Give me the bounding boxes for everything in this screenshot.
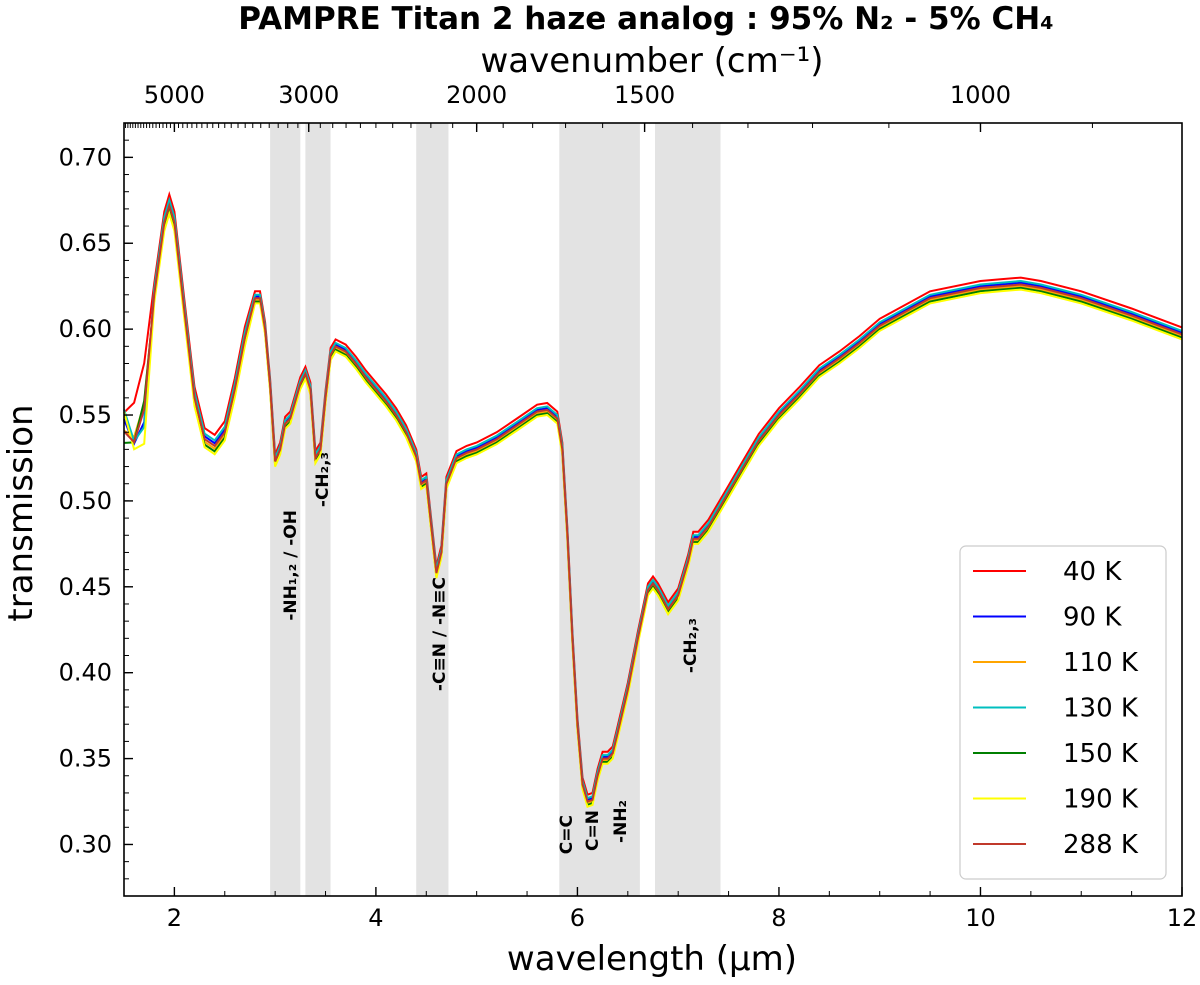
x2-tick-label: 1000 — [950, 81, 1011, 109]
y-tick-label: 0.55 — [59, 401, 112, 429]
y-tick-label: 0.30 — [59, 830, 112, 858]
band-label: -C≡N / -N≡C — [430, 577, 450, 691]
x2-tick-label: 3000 — [278, 81, 339, 109]
x-tick-label: 10 — [965, 904, 996, 932]
band-label-layer: -NH₁,₂ / -OH -CH₂,₃ -C≡N / -N≡C C=C C=N -NH₂ -… — [281, 452, 701, 854]
x-tick-label: 12 — [1167, 904, 1198, 932]
y-tick-label: 0.45 — [59, 573, 112, 601]
plot-frame — [123, 122, 1183, 897]
y-axis-title: transmission — [1, 404, 41, 621]
series-layer — [123, 190, 1183, 808]
legend-label: 288 K — [1063, 830, 1139, 860]
band-region — [270, 123, 301, 896]
x-tick-label: 2 — [167, 904, 182, 932]
band-region — [305, 123, 331, 896]
tick-layer: 2 4 6 8 10 12 0.30 0.35 0.40 0.45 0.50 0.55 0.60 0.65… — [59, 81, 1198, 932]
legend-label: 90 K — [1063, 603, 1122, 633]
x-tick-label: 6 — [570, 904, 585, 932]
legend-label: 130 K — [1063, 694, 1139, 724]
x2-tick-label: 2000 — [446, 81, 507, 109]
chart-title: PAMPRE Titan 2 haze analog : 95% N₂ - 5%… — [238, 1, 1054, 37]
x-tick-label: 4 — [368, 904, 383, 932]
y-tick-label: 0.70 — [59, 143, 112, 171]
x2-axis-title: wavenumber (cm⁻¹) — [480, 41, 823, 81]
x-axis-title: wavelength (μm) — [507, 939, 797, 979]
band-label: -NH₁,₂ / -OH — [281, 510, 301, 621]
band-label: -CH₂,₃ — [681, 618, 701, 673]
y-tick-label: 0.35 — [59, 745, 112, 773]
band-label: C=C — [557, 815, 577, 854]
series-line — [123, 201, 1183, 803]
y-tick-label: 0.60 — [59, 315, 112, 343]
y-tick-label: 0.50 — [59, 487, 112, 515]
legend-label: 110 K — [1063, 648, 1139, 678]
legend-label: 190 K — [1063, 785, 1139, 815]
band-layer — [270, 123, 721, 896]
legend: 40 K 90 K 110 K 130 K 150 K 190 K 288 K — [959, 545, 1167, 880]
x2-tick-label: 5000 — [144, 81, 205, 109]
x2-tick-label: 1500 — [614, 81, 675, 109]
band-label: -CH₂,₃ — [313, 452, 333, 507]
legend-label: 150 K — [1063, 739, 1139, 769]
band-label: C=N — [583, 810, 603, 851]
legend-box — [959, 545, 1167, 880]
legend-label: 40 K — [1063, 557, 1122, 587]
x-tick-label: 8 — [771, 904, 786, 932]
y-tick-label: 0.40 — [59, 659, 112, 687]
band-label: -NH₂ — [611, 800, 631, 843]
band-region — [559, 123, 640, 896]
band-region — [655, 123, 721, 896]
y-tick-label: 0.65 — [59, 229, 112, 257]
